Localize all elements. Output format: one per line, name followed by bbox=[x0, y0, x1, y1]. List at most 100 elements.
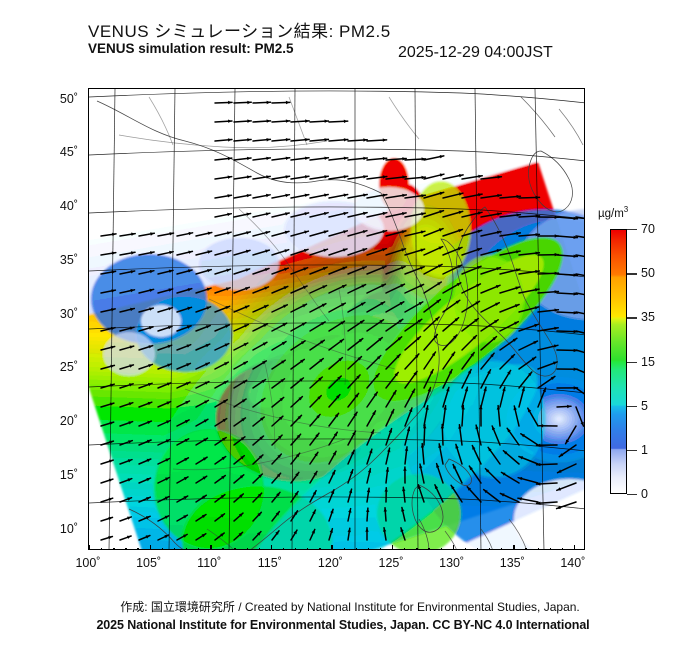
wind-vector-head bbox=[497, 212, 502, 216]
wind-vector-head bbox=[323, 230, 328, 234]
wind-vector-head bbox=[108, 497, 113, 501]
wind-vector-head bbox=[278, 435, 283, 439]
wind-vector-head bbox=[512, 338, 517, 342]
wind-vector-head bbox=[459, 174, 464, 178]
colorbar-tick-mark bbox=[627, 405, 637, 408]
map-canvas bbox=[89, 89, 584, 549]
wind-vector-head bbox=[205, 344, 210, 348]
wind-vector-head bbox=[305, 138, 310, 142]
x-tick-minor bbox=[537, 547, 539, 549]
x-tick-major bbox=[210, 545, 212, 549]
wind-vector-head bbox=[129, 326, 134, 330]
page-title-english: VENUS simulation result: PM2.5 bbox=[88, 41, 294, 56]
wind-vector-head bbox=[458, 210, 463, 215]
wind-vector-head bbox=[400, 527, 404, 532]
x-tick-major bbox=[452, 545, 454, 549]
wind-vector-head bbox=[240, 455, 245, 460]
wind-vector-head bbox=[109, 421, 114, 425]
wind-vector-head bbox=[277, 454, 282, 459]
wind-vector-head bbox=[324, 193, 329, 197]
wind-vector-head bbox=[477, 229, 482, 234]
colorbar-tick-label: 70 bbox=[641, 222, 655, 236]
wind-vector-head bbox=[425, 405, 429, 410]
wind-vector-head bbox=[246, 194, 251, 198]
colorbar-tick-label: 15 bbox=[641, 354, 655, 369]
wind-vector-head bbox=[527, 408, 532, 413]
x-tick-label: 125˚ bbox=[378, 556, 404, 570]
wind-vector-head bbox=[278, 416, 283, 421]
colorbar-unit-main: µg/m bbox=[598, 207, 624, 220]
wind-vector-head bbox=[535, 233, 540, 237]
wind-vector-head bbox=[356, 374, 361, 379]
wind-vector-head bbox=[343, 156, 348, 160]
wind-vector-head bbox=[257, 493, 262, 498]
wind-vector-head bbox=[127, 478, 132, 482]
wind-vector-head bbox=[276, 492, 280, 497]
wind-vector-head bbox=[168, 307, 173, 311]
colorbar-tick-label: 35 bbox=[641, 310, 655, 325]
wind-vector-head bbox=[109, 402, 114, 406]
wind-vector-head bbox=[305, 156, 309, 160]
x-tick-major bbox=[149, 545, 151, 549]
wind-vector-head bbox=[130, 270, 135, 274]
wind-vector-head bbox=[112, 232, 116, 237]
wind-vector-head bbox=[279, 397, 284, 402]
wind-vector-head bbox=[220, 494, 225, 499]
wind-vector-head bbox=[108, 478, 113, 482]
wind-vector-head bbox=[285, 212, 290, 216]
x-tick-minor bbox=[246, 547, 248, 549]
x-tick-minor bbox=[525, 547, 527, 549]
wind-vector-head bbox=[303, 249, 308, 253]
wind-vector-head bbox=[401, 230, 406, 234]
wind-vector-head bbox=[520, 433, 525, 438]
x-tick-minor bbox=[428, 547, 430, 549]
wind-vector-head bbox=[348, 508, 352, 513]
wind-vector-head bbox=[516, 231, 521, 236]
wind-vector-head bbox=[554, 326, 559, 330]
wind-vector-head bbox=[458, 229, 463, 233]
wind-vector-head bbox=[420, 248, 425, 252]
wind-vector-head bbox=[398, 319, 403, 323]
wind-vector-head bbox=[362, 266, 367, 270]
wind-vector-head bbox=[147, 420, 152, 425]
wind-vector-head bbox=[483, 387, 487, 392]
wind-vector-head bbox=[375, 373, 380, 378]
wind-vector-head bbox=[262, 342, 267, 346]
wind-vector-head bbox=[409, 407, 413, 413]
wind-vector-head bbox=[258, 474, 263, 478]
wind-vector-head bbox=[474, 318, 479, 323]
wind-vector-head bbox=[110, 345, 115, 350]
wind-vector-head bbox=[313, 471, 317, 476]
x-tick-major bbox=[270, 545, 273, 549]
wind-vector-head bbox=[418, 301, 423, 306]
simulation-timestamp: 2025-12-29 04:00JST bbox=[398, 44, 553, 61]
wind-vector-head bbox=[573, 254, 578, 258]
colorbar-tick-label: 0 bbox=[641, 487, 648, 501]
wind-vector-head bbox=[421, 212, 426, 216]
wind-vector-head bbox=[554, 308, 559, 312]
x-tick-minor bbox=[464, 547, 467, 549]
wind-vector-head bbox=[448, 369, 452, 374]
wind-vector bbox=[575, 273, 584, 277]
wind-vector-head bbox=[455, 300, 460, 304]
wind-vector-head bbox=[435, 317, 440, 321]
wind-vector bbox=[575, 387, 584, 395]
wind-vector-head bbox=[439, 191, 444, 196]
wind-vector-head bbox=[323, 248, 328, 252]
wind-vector-head bbox=[264, 286, 269, 290]
wind-vector-head bbox=[515, 268, 520, 272]
wind-vector-head bbox=[295, 453, 300, 458]
wind-vector-head bbox=[338, 357, 343, 362]
wind-vector-head bbox=[146, 497, 151, 501]
wind-vector-head bbox=[317, 395, 322, 400]
wind-vector-head bbox=[382, 156, 387, 161]
wind-vector-head bbox=[146, 458, 151, 463]
wind-vector-head bbox=[556, 505, 561, 509]
wind-vector-head bbox=[492, 336, 497, 341]
wind-vector-head bbox=[429, 369, 434, 374]
wind-vector-head bbox=[419, 284, 424, 288]
wind-vector-head bbox=[299, 377, 304, 382]
x-tick-minor bbox=[113, 547, 115, 549]
pm25-concentration-field bbox=[89, 89, 584, 549]
x-tick-minor bbox=[161, 547, 164, 549]
